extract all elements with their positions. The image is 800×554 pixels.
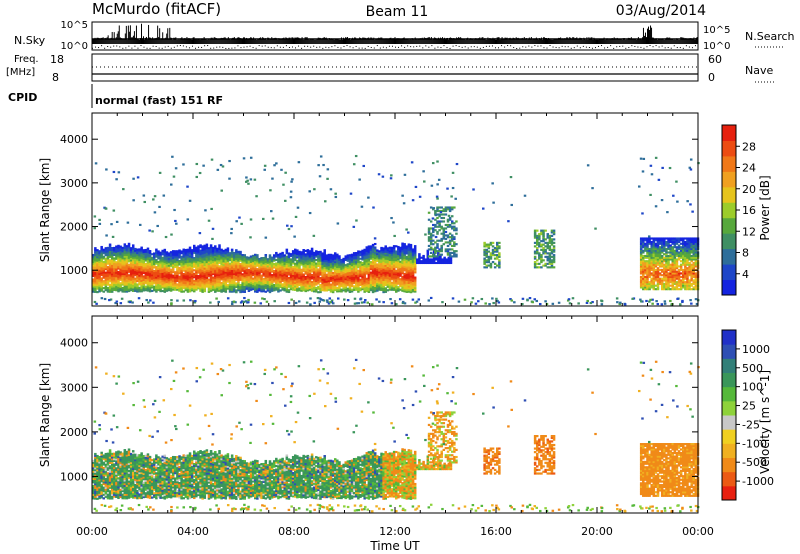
colorbar-swatch xyxy=(722,471,736,487)
colorbar-tick: 25 xyxy=(742,400,756,413)
beam-title: Beam 11 xyxy=(366,4,429,20)
nave-tick-low: 0 xyxy=(708,71,715,84)
power-colorbar: 28 24 20 16 12 8 4 xyxy=(721,124,756,296)
colorbar-swatch xyxy=(722,485,736,501)
cpid-value: normal (fast) 151 RF xyxy=(95,94,223,107)
colorbar-tick: 28 xyxy=(742,140,756,153)
y-tick-label: 2000 xyxy=(60,221,88,234)
velocity-colorbar: 1000 500 100 25 -25 -100 -500 -1000 xyxy=(721,329,774,501)
nsearch-label: N.Search xyxy=(745,30,795,43)
x-tick-label: 20:00 xyxy=(581,525,613,538)
colorbar-tick: 8 xyxy=(742,247,749,260)
x-tick-label: 00:00 xyxy=(76,525,108,538)
colorbar-swatch xyxy=(722,344,736,359)
cpid-panel: CPID normal (fast) 151 RF xyxy=(8,84,223,108)
x-tick-label: 12:00 xyxy=(379,525,411,538)
colorbar-swatch xyxy=(722,264,736,281)
power-axes: 1000 2000 3000 4000 xyxy=(60,113,699,306)
velocity-ylabel: Slant Range [km] xyxy=(38,363,52,467)
colorbar-tick: 24 xyxy=(742,162,756,175)
colorbar-swatch xyxy=(722,125,736,141)
y-tick-label: 4000 xyxy=(60,133,88,146)
colorbar-tick: 16 xyxy=(742,204,756,217)
y-tick-label: 1000 xyxy=(60,264,88,277)
colorbar-swatch xyxy=(722,415,736,430)
velocity-panel: 1000 2000 3000 4000 Slant Range [km] 1000 50… xyxy=(38,315,774,514)
colorbar-swatch xyxy=(722,233,736,250)
colorbar-swatch xyxy=(722,457,736,473)
y-tick-label: 3000 xyxy=(60,381,88,394)
colorbar-tick: 20 xyxy=(742,183,756,196)
colorbar-swatch xyxy=(722,155,736,172)
colorbar-swatch xyxy=(722,372,736,388)
colorbar-swatch xyxy=(722,140,736,157)
velocity-data xyxy=(92,358,700,513)
freq-label: Freq. xyxy=(14,54,39,65)
x-tick-label: 08:00 xyxy=(278,525,310,538)
y-tick-label: 2000 xyxy=(60,426,88,439)
colorbar-swatch xyxy=(722,443,736,458)
freq-tick-low: 8 xyxy=(52,71,59,84)
velocity-axes: 1000 2000 3000 4000 xyxy=(60,316,699,513)
x-axis-label: Time UT xyxy=(369,539,420,553)
date-title: 03/Aug/2014 xyxy=(616,3,706,19)
freq-unit-label: [MHz] xyxy=(6,67,35,78)
power-data xyxy=(92,154,700,306)
power-colorbar-label: Power [dB] xyxy=(758,175,772,240)
station-title: McMurdo (fitACF) xyxy=(92,0,221,18)
colorbar-tick: -500 xyxy=(742,456,767,469)
nsky-label: N.Sky xyxy=(14,34,46,47)
colorbar-tick: -25 xyxy=(742,418,760,431)
power-ylabel: Slant Range [km] xyxy=(38,158,52,262)
power-panel: 1000 2000 3000 4000 Slant Range [km] 28 24 20… xyxy=(38,112,772,307)
colorbar-swatch xyxy=(722,202,736,219)
velocity-colorbar-label: Velocity [m s^-1] xyxy=(758,370,772,474)
x-tick-labels: 00:00 04:00 08:00 12:00 16:00 20:00 00:00 xyxy=(76,525,714,538)
colorbar-tick: -100 xyxy=(742,437,767,450)
colorbar-swatch xyxy=(722,217,736,234)
colorbar-swatch xyxy=(722,171,736,188)
nave-tick-high: 60 xyxy=(708,53,722,66)
y-tick-label: 4000 xyxy=(60,337,88,350)
nave-label: Nave xyxy=(745,64,773,77)
freq-panel: Freq. [MHz] 18 8 60 0 Nave xyxy=(6,53,775,84)
y-tick-label: 1000 xyxy=(60,470,88,483)
x-tick-label: 00:00 xyxy=(682,525,714,538)
colorbar-tick: 500 xyxy=(742,362,763,375)
nsearch-tick-low: 10^0 xyxy=(703,41,730,52)
nsky-tick-low: 10^0 xyxy=(61,41,88,52)
nsky-panel: N.Sky 10^5 10^0 10^5 10^0 N.Search xyxy=(14,20,795,52)
colorbar-tick: 12 xyxy=(742,225,756,238)
y-tick-label: 3000 xyxy=(60,177,88,190)
colorbar-tick: 100 xyxy=(742,381,763,394)
colorbar-swatch xyxy=(722,248,736,265)
nsky-series xyxy=(91,23,698,49)
nsky-tick-high: 10^5 xyxy=(61,20,88,31)
colorbar-tick: 1000 xyxy=(742,343,770,356)
colorbar-swatch xyxy=(722,386,736,402)
colorbar-tick: 4 xyxy=(742,268,749,281)
freq-tick-high: 18 xyxy=(50,53,64,66)
colorbar-swatch xyxy=(722,400,736,416)
cpid-label: CPID xyxy=(8,91,37,104)
colorbar-swatch xyxy=(722,186,736,203)
colorbar-swatch xyxy=(722,279,736,296)
colorbar-swatch xyxy=(722,429,736,444)
nsearch-tick-high: 10^5 xyxy=(703,25,730,36)
x-tick-label: 04:00 xyxy=(177,525,209,538)
colorbar-swatch xyxy=(722,358,736,373)
x-tick-label: 16:00 xyxy=(480,525,512,538)
colorbar-swatch xyxy=(722,330,736,345)
colorbar-tick: -1000 xyxy=(742,475,774,488)
